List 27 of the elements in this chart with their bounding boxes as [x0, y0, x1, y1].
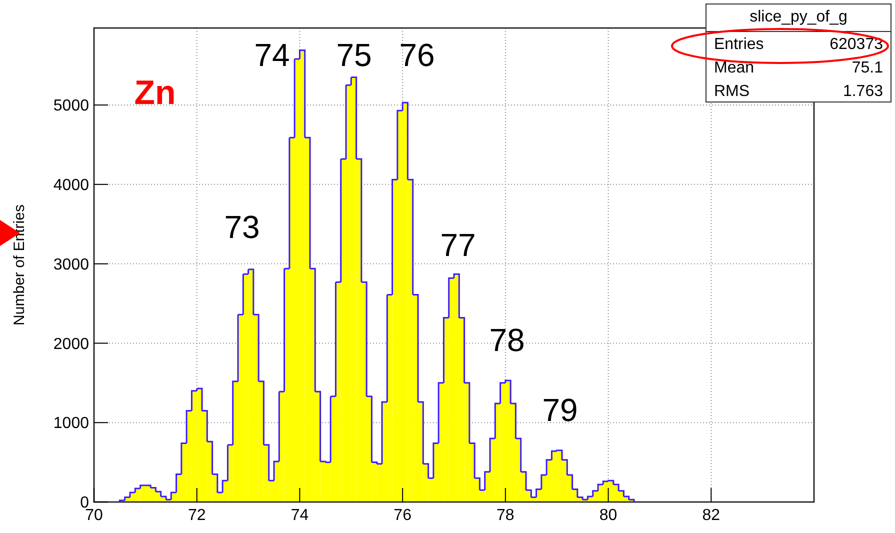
x-tick-label: 78 [496, 507, 514, 524]
annotation: 75 [336, 37, 372, 74]
x-tick-label: 76 [394, 507, 412, 524]
y-tick-label: 1000 [53, 415, 90, 432]
text: 75.1 [852, 59, 884, 76]
chart-title: slice_py_of_g [750, 8, 848, 26]
y-tick-label: 3000 [53, 256, 90, 274]
y-axis-title: Number of Entries [11, 204, 28, 326]
x-tick-label: 72 [188, 507, 206, 524]
annotation: Entries [714, 36, 764, 53]
x-tick-label: 80 [599, 507, 618, 524]
y-tick-label: 2000 [53, 336, 90, 353]
annotation: Mean [714, 59, 754, 76]
x-tick-label: 82 [702, 507, 720, 524]
text: 620373 [830, 36, 884, 53]
annotation: 74 [254, 37, 290, 74]
annotation: 78 [489, 322, 525, 358]
text: 1.763 [842, 82, 884, 100]
annotation: 73 [224, 209, 260, 246]
x-tick-label: 74 [290, 507, 309, 524]
annotation: RMS [714, 82, 750, 100]
y-tick-label: 4000 [53, 177, 90, 194]
annotation: 76 [399, 37, 435, 74]
annotation: 79 [542, 392, 578, 428]
annotation: 77 [440, 227, 476, 264]
y-tick-label: 5000 [53, 98, 90, 115]
annotation: Zn [134, 74, 176, 112]
